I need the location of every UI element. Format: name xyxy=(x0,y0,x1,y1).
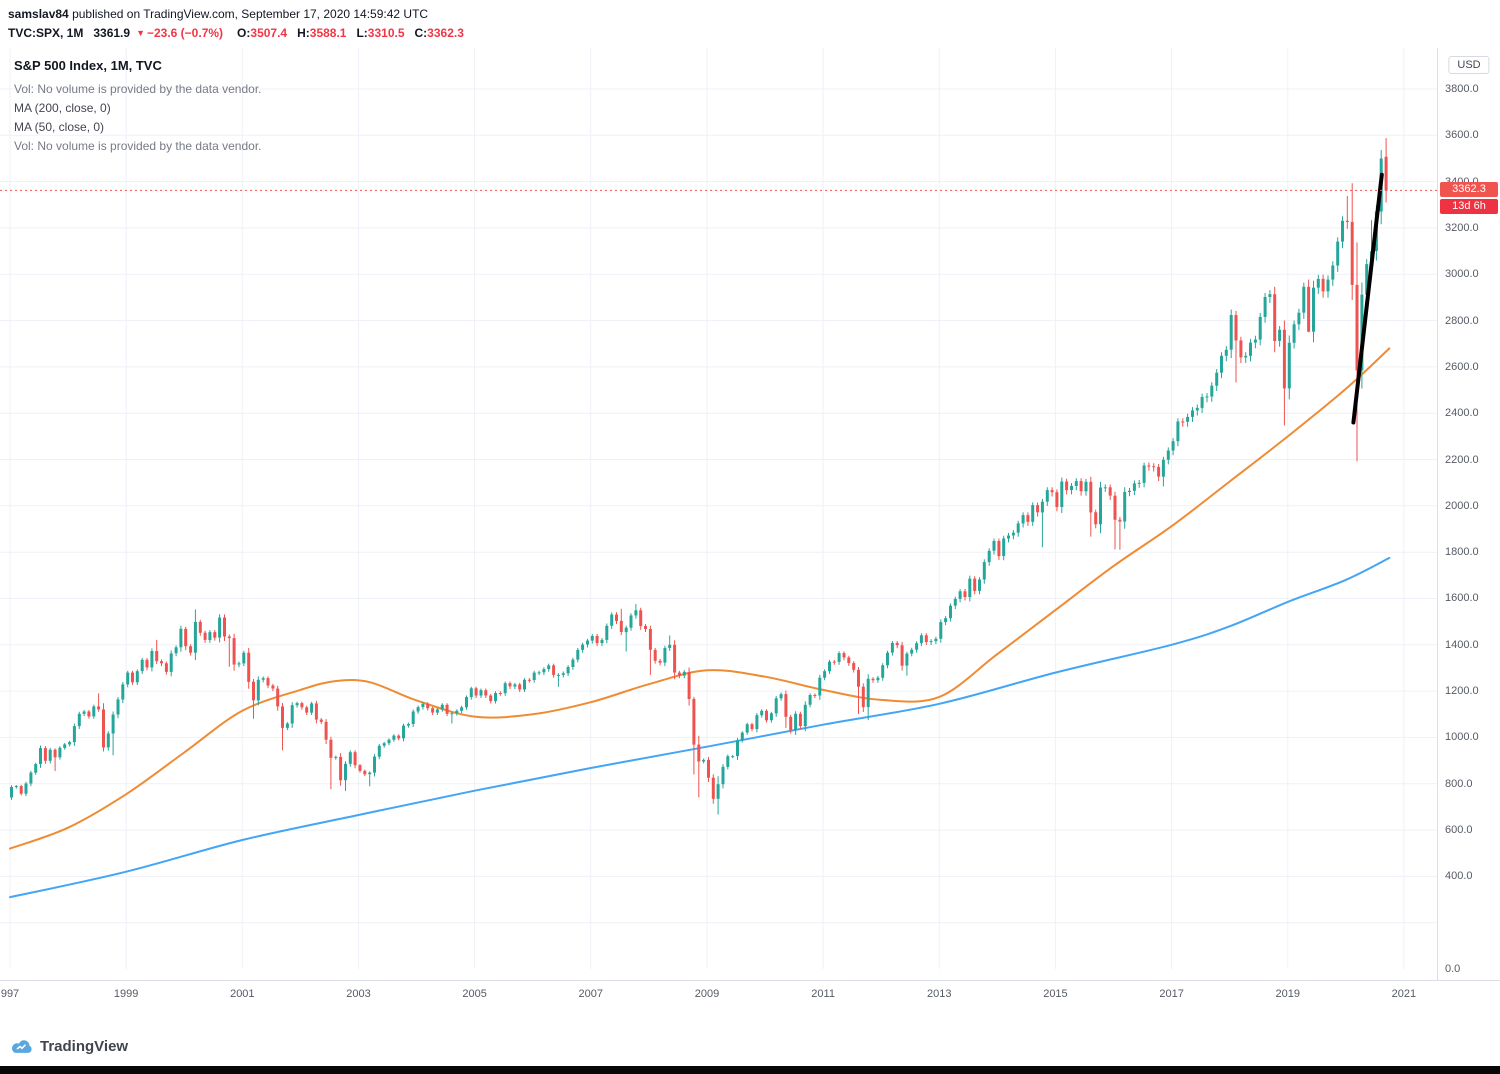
price-axis-label: 3200.0 xyxy=(1445,221,1479,234)
price-axis-label: 1800.0 xyxy=(1445,546,1479,559)
price-axis-label: 1200.0 xyxy=(1445,685,1479,698)
price-axis-label: 600.0 xyxy=(1445,824,1473,837)
time-axis-label: 2007 xyxy=(578,988,604,1000)
time-axis-label: 2021 xyxy=(1391,988,1417,1000)
close-value: 3362.3 xyxy=(427,26,464,40)
publish-info: samslav84 published on TradingView.com, … xyxy=(8,7,428,21)
price-axis-label: 2000.0 xyxy=(1445,499,1479,512)
publish-text: published on TradingView.com, September … xyxy=(72,7,429,21)
price-change: −23.6 (−0.7%) xyxy=(146,26,224,40)
currency-toggle-button[interactable]: USD xyxy=(1448,56,1490,74)
open-label: O: xyxy=(237,26,251,40)
tradingview-logo-icon xyxy=(11,1040,32,1053)
time-axis-label: 1999 xyxy=(113,988,139,1000)
price-axis[interactable]: USD 3800.03600.03400.03200.03000.02800.0… xyxy=(1437,48,1500,980)
price-axis-label: 2600.0 xyxy=(1445,360,1479,373)
close-label: C: xyxy=(414,26,428,40)
last-price-tag: 3362.3 xyxy=(1440,182,1498,198)
brand-name: TradingView xyxy=(40,1038,129,1055)
time-axis-label: 2019 xyxy=(1275,988,1300,1000)
bottom-black-bar xyxy=(0,1066,1500,1074)
time-axis-label: 2003 xyxy=(346,988,371,1000)
low-pair: L:3310.5 xyxy=(356,26,404,40)
price-axis-label: 2400.0 xyxy=(1445,407,1479,420)
high-value: 3588.1 xyxy=(309,26,347,40)
trend-line[interactable] xyxy=(1351,172,1384,425)
price-axis-label: 3600.0 xyxy=(1445,129,1479,142)
author-name: samslav84 xyxy=(8,7,69,21)
low-label: L: xyxy=(356,26,368,40)
symbol-ohlc-bar: TVC:SPX, 1M 3361.9 ▼ −23.6 (−0.7%) O:3507.4 H… xyxy=(8,26,474,40)
price-axis-label: 3800.0 xyxy=(1445,83,1479,95)
price-axis-label: 0.0 xyxy=(1445,963,1461,975)
time-axis-label: 2001 xyxy=(230,988,255,1000)
ma-200-line[interactable] xyxy=(9,556,1391,899)
low-value: 3310.5 xyxy=(367,26,405,40)
time-axis-label: 2017 xyxy=(1159,988,1184,1000)
last-trade-price: 3361.9 xyxy=(93,26,131,40)
price-axis-label: 2800.0 xyxy=(1445,314,1479,327)
time-axis-label: 2005 xyxy=(462,988,487,1000)
time-axis-label: 2013 xyxy=(927,988,952,1000)
candlestick-series[interactable] xyxy=(10,138,1388,815)
price-axis-label: 1400.0 xyxy=(1445,638,1479,651)
price-axis-label: 3000.0 xyxy=(1445,268,1479,281)
price-axis-label: 400.0 xyxy=(1445,870,1473,883)
open-pair: O:3507.4 xyxy=(237,26,287,40)
down-arrow-icon: ▼ xyxy=(136,28,145,38)
time-axis-label: 997 xyxy=(0,988,20,1000)
high-pair: H:3588.1 xyxy=(297,26,346,40)
price-axis-label: 2200.0 xyxy=(1445,453,1479,466)
price-axis-label: 800.0 xyxy=(1445,777,1473,790)
price-chart-canvas[interactable] xyxy=(0,48,1437,980)
ma-50-line[interactable] xyxy=(9,347,1391,850)
time-axis[interactable]: 997 1999 2001 2003 2005 2007 2009 2011 2013 2015 2… xyxy=(0,980,1500,1008)
time-axis-label: 2015 xyxy=(1043,988,1068,1000)
price-axis-label: 1600.0 xyxy=(1445,592,1479,605)
high-label: H: xyxy=(297,26,310,40)
time-axis-label: 2011 xyxy=(811,988,835,1000)
close-pair: C:3362.3 xyxy=(415,26,464,40)
bar-countdown-tag: 13d 6h xyxy=(1440,199,1498,215)
time-axis-label: 2009 xyxy=(694,988,720,1000)
grid-lines xyxy=(0,48,1437,969)
open-value: 3507.4 xyxy=(250,26,288,40)
symbol-name: TVC:SPX, 1M xyxy=(8,26,84,40)
footer: TradingView xyxy=(10,1037,128,1056)
price-axis-label: 1000.0 xyxy=(1445,731,1479,744)
